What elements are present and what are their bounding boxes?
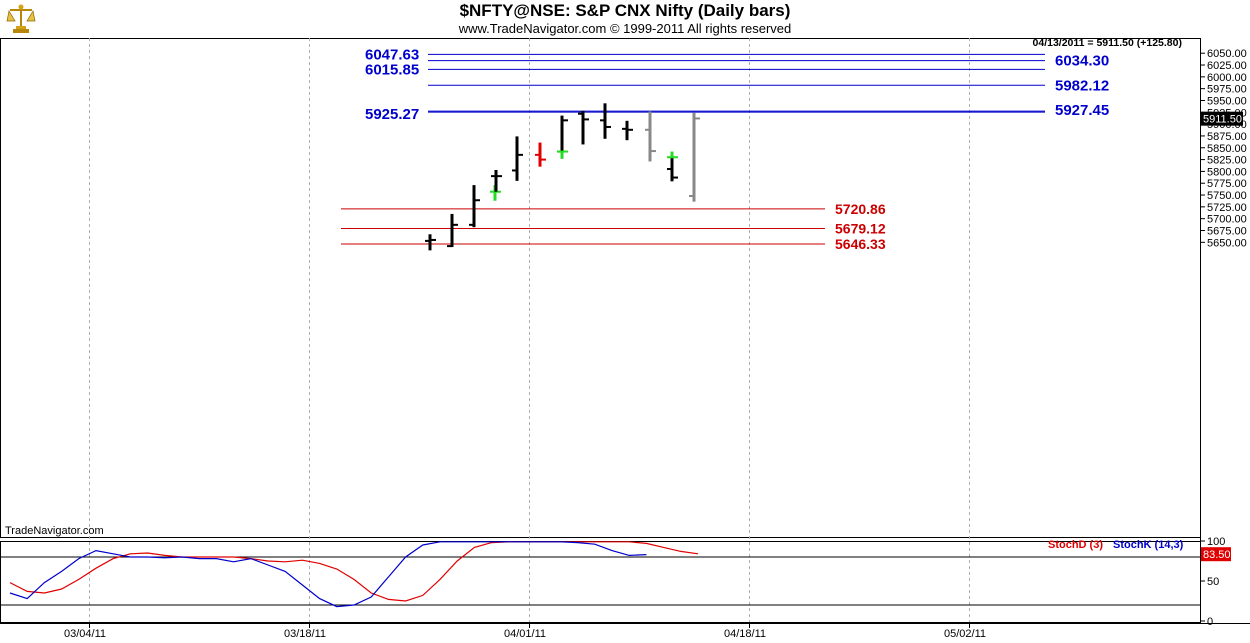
y-tick-label: 5825.00 [1207, 155, 1247, 167]
y-tick-label: 6050.00 [1207, 48, 1247, 60]
stoch-last-value-label: 83.50 [1203, 549, 1231, 561]
resistance-level-label: 6047.63 [365, 46, 419, 63]
y-tick-label: 5700.00 [1207, 214, 1247, 226]
x-tick-label: 04/01/11 [504, 628, 546, 640]
resistance-level-label: 5925.27 [365, 106, 419, 123]
y-tick-label: 5650.00 [1207, 237, 1247, 249]
price-readout: 04/13/2011 = 5911.50 (+125.80) [1033, 37, 1182, 49]
resistance-level-label: 6015.85 [365, 61, 419, 78]
y-tick-label: 5750.00 [1207, 190, 1247, 202]
y-tick-label: 6000.00 [1207, 72, 1247, 84]
stoch-y-tick-label: 50 [1207, 576, 1219, 588]
stochk-legend: StochK (14,3) [1113, 539, 1184, 551]
x-tick-label: 03/04/11 [64, 628, 106, 640]
resistance-level-label: 6034.30 [1055, 53, 1109, 70]
x-tick-label: 05/02/11 [944, 628, 986, 640]
stochd-legend: StochD (3) [1048, 539, 1103, 551]
x-tick-label: 03/18/11 [284, 628, 326, 640]
y-tick-label: 5950.00 [1207, 95, 1247, 107]
chart-title: $NFTY@NSE: S&P CNX Nifty (Daily bars) [459, 1, 791, 20]
chart-subtitle: www.TradeNavigator.com © 1999-2011 All r… [458, 21, 792, 36]
y-tick-label: 5800.00 [1207, 166, 1247, 178]
stoch-y-tick-label: 0 [1207, 616, 1213, 628]
resistance-level-label: 5982.12 [1055, 77, 1109, 94]
y-tick-label: 5850.00 [1207, 143, 1247, 155]
y-tick-label: 6025.00 [1207, 60, 1247, 72]
support-level-label: 5679.12 [835, 221, 886, 237]
last-price-label: 5911.50 [1203, 114, 1242, 126]
price-panel-frame [0, 38, 1201, 538]
y-tick-label: 5875.00 [1207, 131, 1247, 143]
y-tick-label: 5725.00 [1207, 202, 1247, 214]
support-level-label: 5646.33 [835, 236, 886, 252]
watermark-text: TradeNavigator.com [5, 525, 104, 537]
stoch-last-value-box [1201, 547, 1231, 562]
support-level-label: 5720.86 [835, 201, 886, 217]
resistance-level-label: 5927.45 [1055, 102, 1109, 119]
stochastic-panel-frame [0, 541, 1201, 623]
stoch-y-tick-label: 100 [1207, 536, 1225, 548]
y-tick-label: 5975.00 [1207, 84, 1247, 96]
last-price-box [1201, 111, 1243, 126]
stochk-line [9, 541, 647, 608]
x-tick-label: 04/18/11 [724, 628, 766, 640]
y-tick-label: 5675.00 [1207, 226, 1247, 238]
stochd-line [9, 541, 699, 602]
scales-of-justice-icon [6, 3, 36, 35]
y-tick-label: 5775.00 [1207, 178, 1247, 190]
chart-header: $NFTY@NSE: S&P CNX Nifty (Daily bars) ww… [0, 0, 1250, 38]
